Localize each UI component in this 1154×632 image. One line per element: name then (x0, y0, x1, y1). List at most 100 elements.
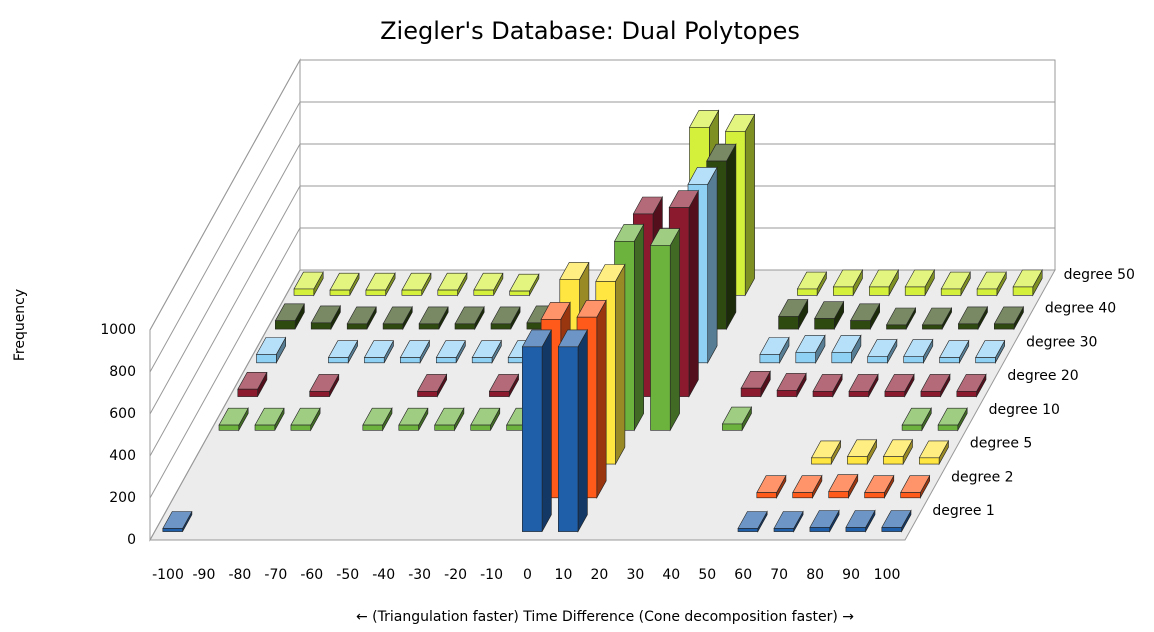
x-tick-label: -100 (152, 567, 184, 583)
bar (850, 320, 871, 330)
bar-side (688, 189, 699, 398)
x-tick-label: 100 (874, 567, 901, 583)
bar (832, 286, 854, 296)
bar (310, 322, 332, 330)
bar (940, 288, 962, 296)
series-label: degree 2 (951, 469, 1013, 485)
series-label: degree 50 (1064, 267, 1135, 283)
bar (937, 424, 959, 431)
bar (976, 288, 998, 296)
x-tick-label: -70 (264, 567, 287, 583)
bar (812, 390, 834, 397)
x-tick-label: -90 (192, 567, 215, 583)
bar (364, 357, 385, 364)
bar (256, 354, 277, 364)
grid-line (149, 101, 1055, 373)
bar (814, 318, 835, 330)
bar (218, 424, 240, 431)
bar (293, 288, 315, 296)
x-tick-label: 70 (770, 567, 788, 583)
bar-side (744, 113, 755, 297)
x-tick-label: 20 (590, 567, 608, 583)
x-tick-label: -20 (444, 567, 467, 583)
bar (809, 527, 831, 532)
bar (362, 424, 383, 431)
bar (958, 323, 979, 330)
x-tick-label: 80 (806, 567, 824, 583)
x-tick-label: -60 (300, 567, 323, 583)
x-axis-label: ← (Triangulation faster) Time Difference… (356, 609, 854, 625)
bar (237, 388, 258, 397)
bar (900, 492, 921, 499)
grid-line (149, 269, 1055, 541)
y-tick-label: 200 (109, 490, 136, 506)
chart-title: Ziegler's Database: Dual Polytopes (380, 17, 800, 45)
series-label: degree 5 (970, 436, 1032, 452)
bar (828, 491, 849, 499)
bar (886, 324, 907, 330)
x-tick-label: 10 (555, 567, 573, 583)
bar (759, 354, 780, 364)
bar (922, 324, 943, 330)
x-tick-label: 30 (626, 567, 644, 583)
bar-side (615, 263, 626, 466)
y-axis-label: Frequency (12, 289, 28, 361)
x-tick-label: 0 (523, 567, 532, 583)
x-tick-label: 40 (662, 567, 680, 583)
x-tick-label: -30 (408, 567, 431, 583)
bar (329, 289, 351, 296)
bar (797, 288, 818, 296)
bar (401, 289, 423, 296)
series-label: degree 10 (989, 402, 1060, 418)
x-tick-label: 60 (734, 567, 752, 583)
bar-side (707, 166, 718, 364)
bar (309, 390, 330, 397)
bar (939, 357, 960, 364)
bar (382, 323, 404, 330)
bar (346, 323, 368, 330)
bar-side (596, 299, 607, 499)
bar (490, 323, 512, 330)
bar (509, 290, 530, 296)
bar (454, 323, 476, 330)
x-tick-label: 90 (842, 567, 860, 583)
x-tick-label: 50 (698, 567, 716, 583)
series-label: degree 30 (1026, 334, 1097, 350)
y-tick-label: 400 (109, 448, 136, 464)
bar (328, 357, 349, 364)
bar (903, 356, 924, 364)
bar (975, 357, 996, 364)
bar (778, 316, 799, 330)
grid-line (149, 59, 1055, 331)
y-tick-label: 600 (109, 406, 136, 422)
bar (847, 456, 868, 465)
y-tick-label: 800 (109, 364, 136, 380)
bar (864, 492, 885, 499)
grid-line (149, 185, 1055, 457)
bar (471, 357, 493, 364)
bar (845, 527, 866, 532)
bar (398, 424, 419, 431)
series-label: degree 20 (1007, 368, 1078, 384)
x-tick-label: -40 (372, 567, 395, 583)
bar (557, 346, 579, 532)
bar (254, 424, 276, 431)
bar (795, 351, 816, 364)
x-tick-label: -10 (480, 567, 503, 583)
bar (792, 492, 813, 499)
bar (437, 289, 458, 296)
bar (811, 457, 832, 465)
bar-side (577, 328, 588, 533)
bar (417, 390, 438, 397)
grid-line (149, 227, 1055, 499)
bar (904, 286, 926, 296)
x-tick-label: -50 (336, 567, 359, 583)
bar-side (633, 223, 645, 432)
bar (473, 289, 494, 296)
bar (884, 390, 906, 397)
bar (470, 424, 491, 431)
series-label: degree 40 (1045, 301, 1116, 317)
y-tick-label: 0 (127, 532, 136, 548)
bar (435, 357, 457, 364)
